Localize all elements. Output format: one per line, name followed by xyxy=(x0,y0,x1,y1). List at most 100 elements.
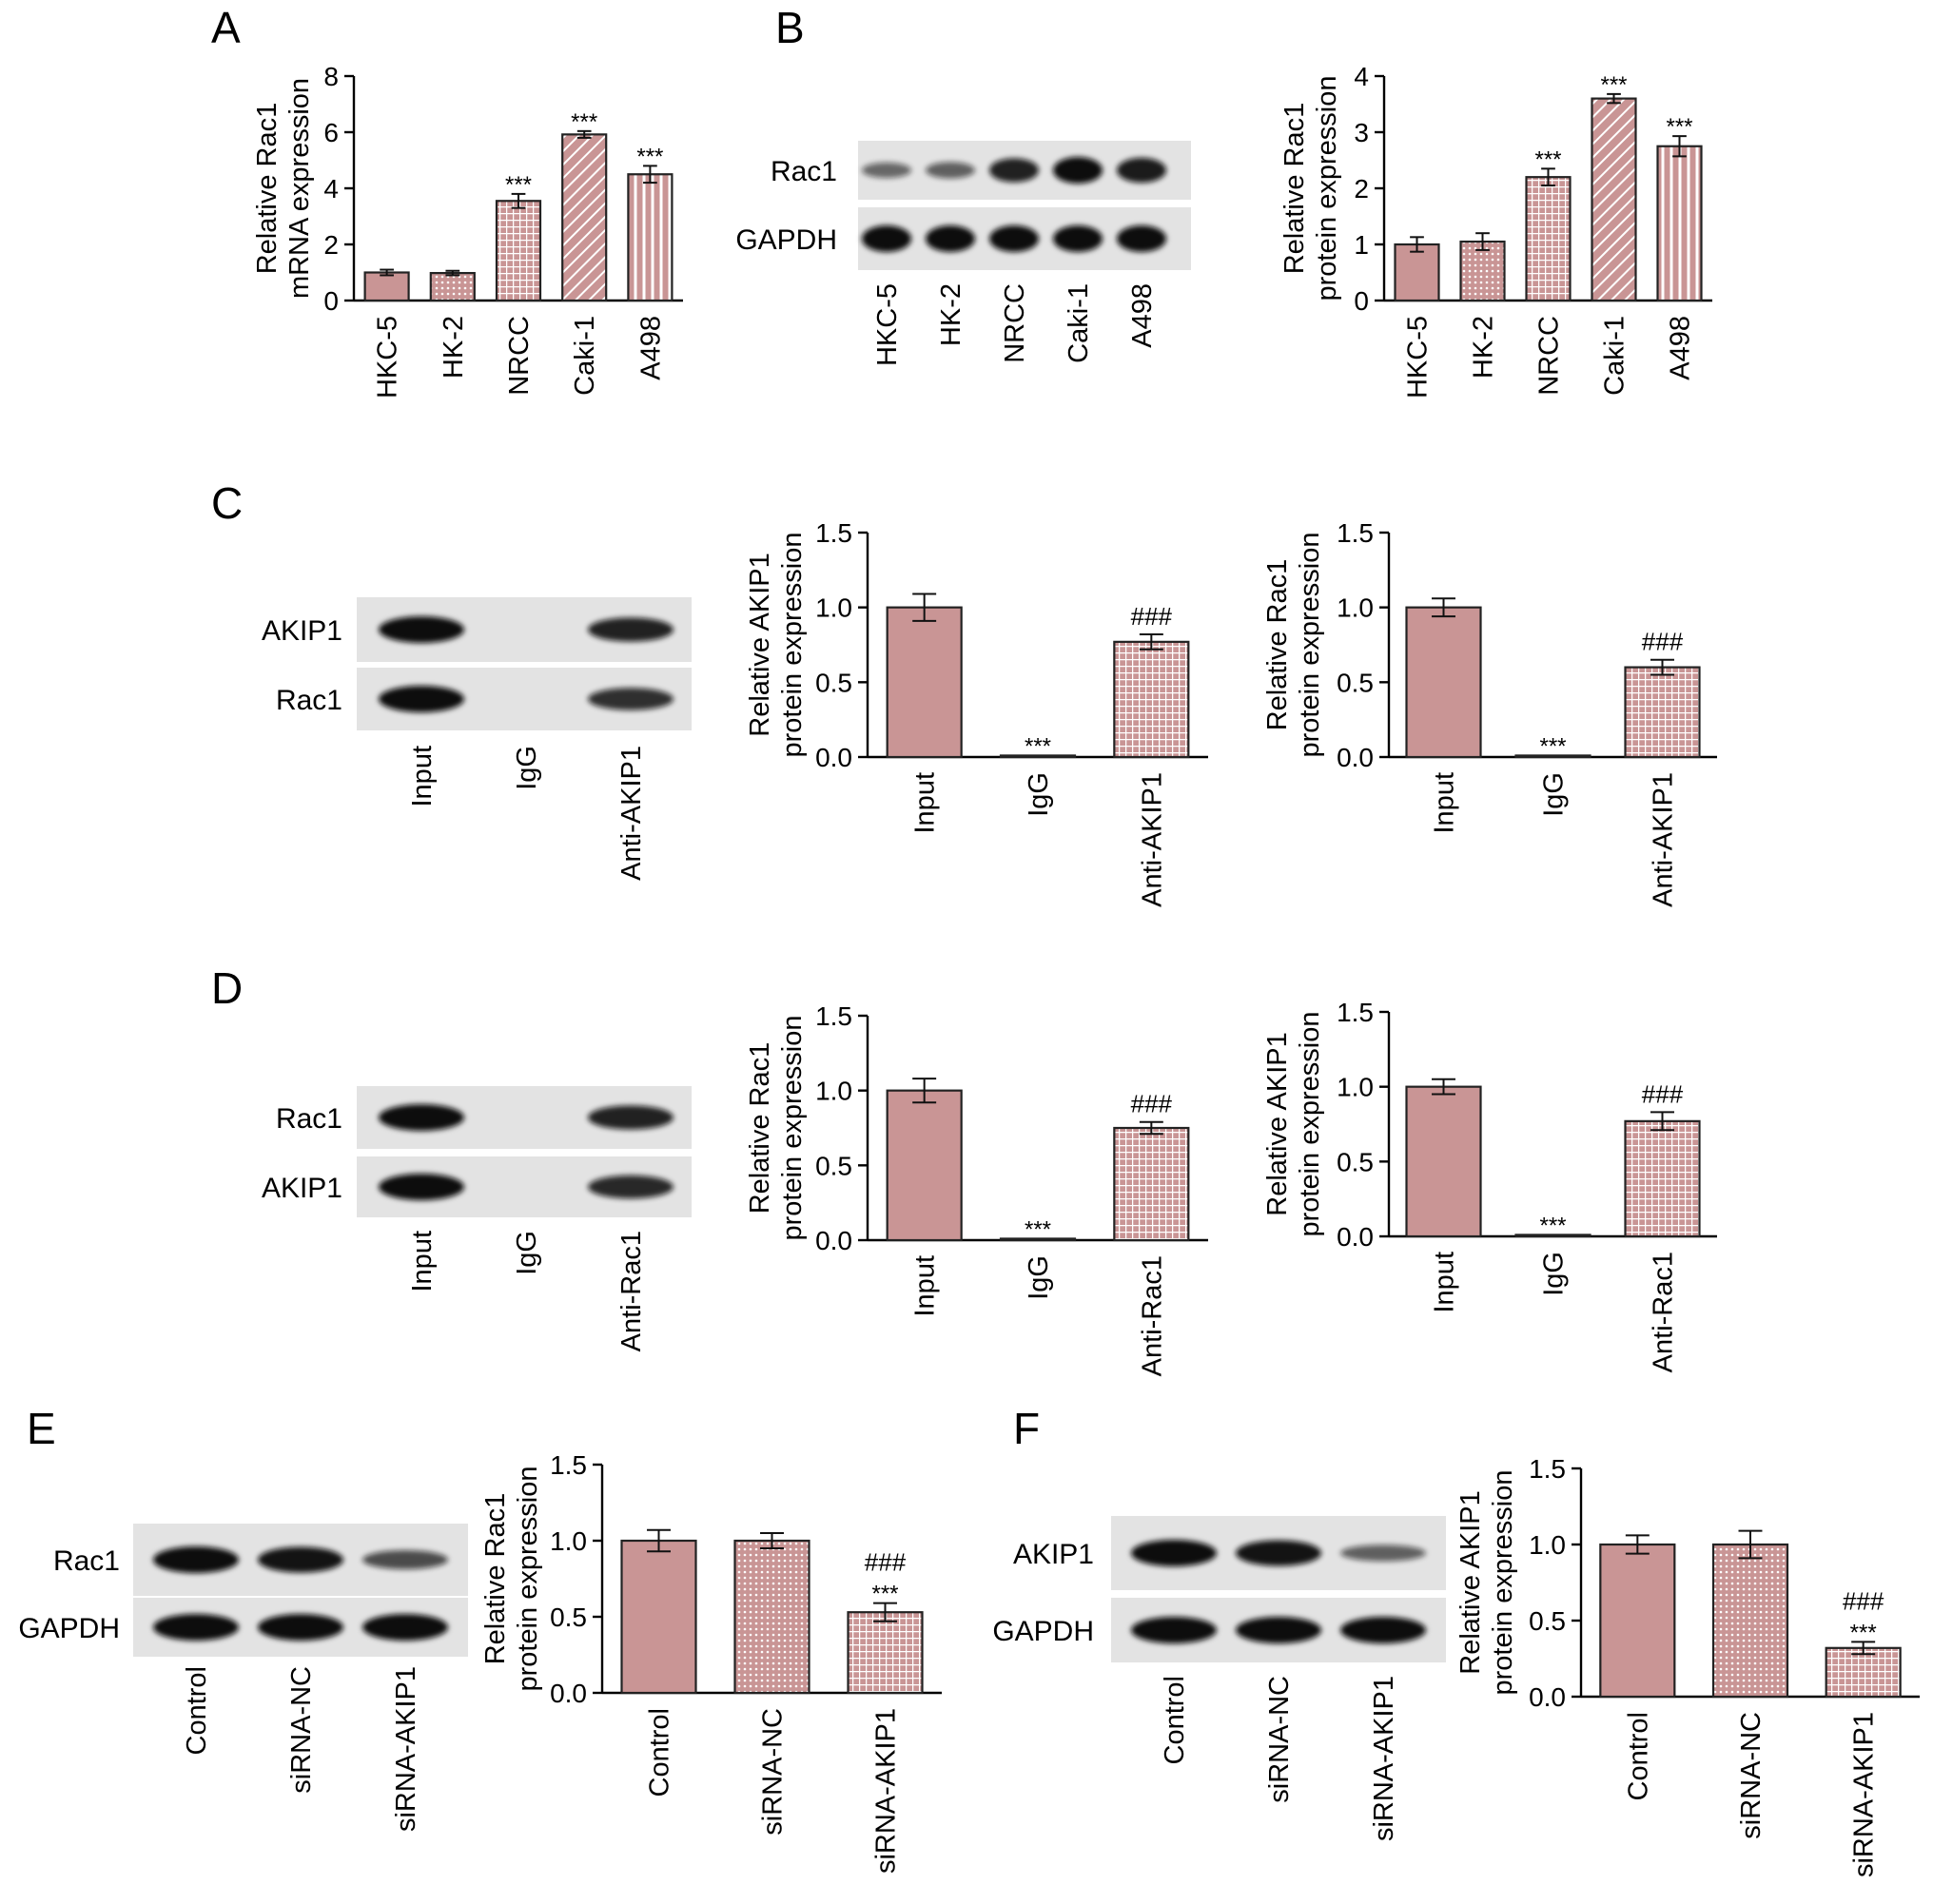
x-tick-label-control: Control xyxy=(1623,1712,1653,1801)
blot-lane-label-a498: A498 xyxy=(1127,283,1158,348)
y-axis-label: Relative Rac1protein expression xyxy=(480,1467,543,1692)
y-axis-label: Relative Rac1protein expression xyxy=(1262,533,1325,758)
y-tick-label: 1.5 xyxy=(1529,1454,1566,1484)
blot-band xyxy=(1117,157,1166,184)
y-tick-label: 0.5 xyxy=(815,1151,852,1180)
panel-letter-d: D xyxy=(211,963,243,1013)
x-tick-label-control: Control xyxy=(645,1708,675,1797)
y-axis-label-line: Relative Rac1 xyxy=(480,1493,511,1665)
x-tick-label-input: Input xyxy=(910,772,941,834)
blot-row-label-akip1: AKIP1 xyxy=(262,615,342,647)
blot-band xyxy=(588,1105,674,1130)
y-tick-label: 0 xyxy=(1354,286,1369,316)
blot-band xyxy=(862,225,911,252)
blot-lane-label-anti-akip1: Anti-AKIP1 xyxy=(616,746,647,881)
blot-band xyxy=(1117,225,1166,252)
y-tick-label: 1.0 xyxy=(815,593,852,623)
panel-letter-e: E xyxy=(27,1404,56,1453)
y-axis-label-line: Relative Rac1 xyxy=(252,103,283,275)
chart-panel-a-mrna: 0 2 4 6 8 Relative Rac1mRNA expression HKC-5 HK… xyxy=(252,62,683,398)
blot-lane-label-control: Control xyxy=(182,1666,212,1756)
x-tick-label-igg: IgG xyxy=(1024,1255,1054,1300)
significance-label: *** xyxy=(1539,733,1566,759)
blot-row-label-akip1: AKIP1 xyxy=(1013,1539,1094,1570)
blot-band xyxy=(588,1175,674,1199)
x-tick-label-hk-2: HK-2 xyxy=(439,316,469,379)
y-tick-label: 0 xyxy=(323,286,339,316)
y-tick-label: 1.0 xyxy=(550,1526,587,1556)
significance-label: ### xyxy=(1131,1090,1173,1118)
y-axis-label-line: protein expression xyxy=(513,1467,543,1692)
blot-lane-label-anti-rac1: Anti-Rac1 xyxy=(616,1231,647,1351)
chart-panel-d-akip1: 0.0 0.5 1.0 1.5 Relative AKIP1protein expres… xyxy=(1262,998,1717,1372)
significance-label: *** xyxy=(1025,733,1051,759)
x-tick-label-input: Input xyxy=(910,1255,941,1317)
y-tick-label: 1.5 xyxy=(815,1001,852,1031)
y-tick-label: 1.5 xyxy=(815,518,852,548)
x-tick-label-input: Input xyxy=(1430,772,1460,834)
bar-sirna-akip1 xyxy=(1825,1646,1902,1699)
blot-band xyxy=(1053,225,1103,252)
blot-band xyxy=(1053,157,1103,184)
bar-a498 xyxy=(1656,145,1703,302)
y-tick-label: 1.0 xyxy=(1337,593,1374,623)
y-tick-label: 1.5 xyxy=(1337,998,1374,1027)
bar-anti-akip1 xyxy=(1113,640,1190,759)
x-tick-label-hkc-5: HKC-5 xyxy=(1403,316,1434,398)
y-tick-label: 0.5 xyxy=(815,668,852,697)
y-tick-label: 0.0 xyxy=(815,743,852,772)
blot-band xyxy=(362,1550,448,1569)
significance-label: *** xyxy=(871,1582,898,1607)
bar-control xyxy=(1599,1543,1676,1699)
x-tick-label-a498: A498 xyxy=(1666,316,1696,380)
bar-anti-akip1 xyxy=(1624,666,1701,759)
blot-row-label-gapdh: GAPDH xyxy=(18,1613,120,1644)
y-axis-label-line: protein expression xyxy=(777,1016,808,1241)
y-tick-label: 1.0 xyxy=(1337,1073,1374,1102)
blot-panel-f: AKIP1 GAPDH Control siRNA-NC siRNA-AKIP1 xyxy=(992,1516,1446,1841)
y-axis-label: Relative AKIP1protein expression xyxy=(1455,1470,1518,1696)
blot-row-label-rac1: Rac1 xyxy=(53,1545,120,1577)
panel-letter-f: F xyxy=(1013,1404,1040,1453)
blot-band xyxy=(862,162,911,179)
bar-hkc-5 xyxy=(1394,243,1440,302)
chart-panel-b-protein: 0 1 2 3 4 Relative Rac1protein expression HKC-… xyxy=(1279,62,1712,398)
y-axis-label: Relative AKIP1protein expression xyxy=(745,533,808,758)
significance-label: ### xyxy=(1843,1586,1884,1615)
blot-lane-label-nrcc: NRCC xyxy=(1000,283,1030,363)
bar-input xyxy=(1405,1085,1482,1238)
significance-label: ### xyxy=(1642,628,1684,656)
y-axis-label-line: protein expression xyxy=(1295,1012,1325,1237)
x-tick-label-anti-akip1: Anti-AKIP1 xyxy=(1137,772,1167,907)
blot-lane-label-igg: IgG xyxy=(512,746,542,790)
blot-band xyxy=(258,1614,343,1641)
panel-letter-a: A xyxy=(211,3,241,52)
y-axis-label-line: Relative AKIP1 xyxy=(1262,1032,1293,1215)
blot-band xyxy=(588,617,674,642)
blot-band xyxy=(989,225,1039,252)
y-tick-label: 0.0 xyxy=(815,1226,852,1255)
x-tick-label-sirna-akip1: siRNA-AKIP1 xyxy=(1849,1712,1880,1877)
x-tick-label-igg: IgG xyxy=(1539,772,1570,817)
significance-label: *** xyxy=(1666,114,1692,140)
bar-control xyxy=(620,1539,697,1695)
bar-sirna-nc xyxy=(1711,1543,1789,1699)
blot-row-label-rac1: Rac1 xyxy=(276,685,342,716)
blot-band xyxy=(926,162,975,179)
blot-band xyxy=(379,686,464,712)
bar-input xyxy=(886,1089,963,1242)
significance-label: ### xyxy=(865,1548,907,1577)
blot-lane-label-igg: IgG xyxy=(512,1231,542,1275)
y-tick-label: 1.5 xyxy=(550,1450,587,1480)
y-axis-label-line: protein expression xyxy=(1312,76,1342,301)
bar-input xyxy=(886,606,963,759)
chart-panel-c-rac1: 0.0 0.5 1.0 1.5 Relative Rac1protein express… xyxy=(1262,518,1717,907)
y-tick-label: 4 xyxy=(1354,62,1369,91)
bar-hkc-5 xyxy=(363,271,410,302)
x-tick-label-nrcc: NRCC xyxy=(504,316,535,396)
x-tick-label-anti-akip1: Anti-AKIP1 xyxy=(1649,772,1679,907)
significance-label: *** xyxy=(1600,72,1627,98)
bar-nrcc xyxy=(495,200,542,302)
